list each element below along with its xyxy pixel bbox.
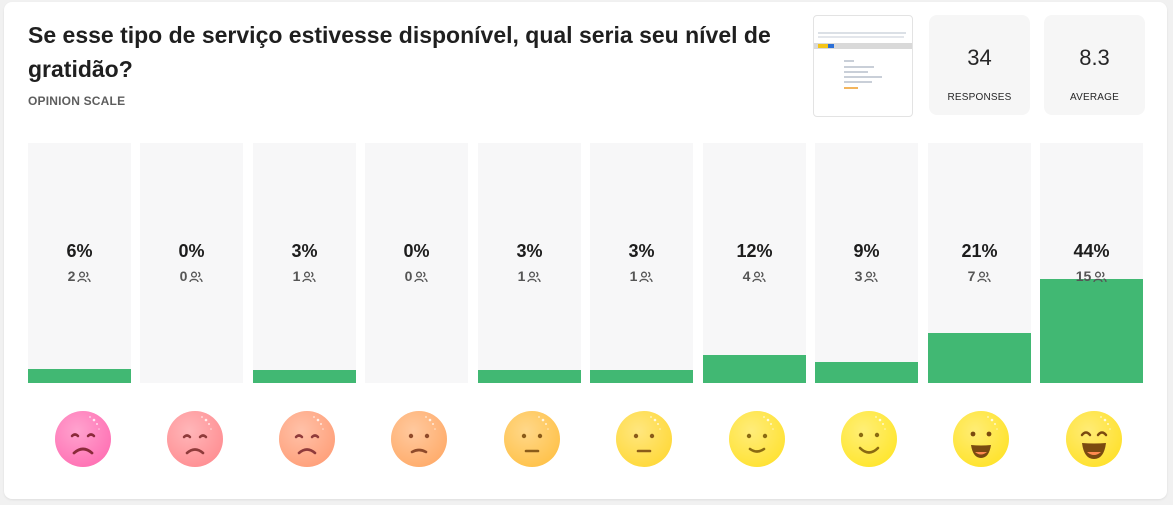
scale-count-value: 0 — [179, 268, 188, 284]
scale-bar-fill — [1040, 279, 1143, 383]
people-icon — [412, 268, 429, 284]
average-stat: 8.3 AVERAGE — [1044, 15, 1145, 115]
scale-option-9[interactable]: 21% 7 — [928, 143, 1031, 383]
people-icon — [189, 271, 204, 283]
sad-face-icon — [164, 408, 226, 470]
scale-count-value: 15 — [1075, 268, 1092, 284]
people-icon — [1093, 271, 1107, 283]
people-icon — [414, 271, 429, 283]
responses-stat: 34 RESPONSES — [929, 15, 1030, 115]
scale-bar-fill — [28, 369, 131, 383]
slight-smile-face-icon — [726, 408, 788, 470]
question-summary-card: Se esse tipo de serviço estivesse dispon… — [4, 2, 1167, 499]
scale-count-value: 7 — [967, 268, 976, 284]
scale-count-value: 2 — [67, 268, 76, 284]
scale-percent: 21% — [961, 241, 998, 261]
people-icon — [302, 271, 317, 283]
question-title: Se esse tipo de serviço estivesse dispon… — [28, 22, 771, 82]
scale-percent: 0% — [178, 241, 205, 261]
scale-option-7[interactable]: 12% 4 — [703, 143, 806, 383]
scale-count: 2 — [28, 268, 131, 284]
scale-percent: 3% — [628, 241, 655, 261]
scale-option-10[interactable]: 44% 15 — [1040, 143, 1143, 383]
happy-face-icon — [950, 408, 1012, 470]
scale-option-3[interactable]: 3% 1 — [253, 143, 356, 383]
scale-count: 4 — [703, 268, 806, 284]
people-icon — [864, 271, 879, 283]
scale-count: 3 — [815, 268, 918, 284]
people-icon — [525, 268, 542, 284]
very-sad-face-icon — [52, 408, 114, 470]
scale-percent: 9% — [853, 241, 880, 261]
scale-option-4[interactable]: 0% 0 — [365, 143, 468, 383]
sad-face-icon — [276, 408, 338, 470]
people-icon — [1091, 268, 1107, 284]
scale-bar-fill — [253, 370, 356, 383]
scale-count: 15 — [1040, 268, 1143, 284]
responses-count: 34 — [967, 45, 992, 70]
scale-option-1[interactable]: 6% 2 — [28, 143, 131, 383]
scale-percent: 3% — [291, 241, 318, 261]
scale-bar-fill — [703, 355, 806, 383]
people-icon — [637, 268, 654, 284]
scale-count-value: 3 — [854, 268, 863, 284]
scale-count: 1 — [478, 268, 581, 284]
scale-option-6[interactable]: 3% 1 — [590, 143, 693, 383]
responses-label: RESPONSES — [947, 92, 1012, 103]
scale-count-value: 1 — [517, 268, 526, 284]
people-icon — [639, 271, 654, 283]
scale-count-value: 1 — [292, 268, 301, 284]
scale-count-value: 1 — [629, 268, 638, 284]
very-happy-face-icon — [1063, 408, 1125, 470]
average-label: AVERAGE — [1069, 92, 1119, 103]
people-icon — [862, 268, 879, 284]
scale-bar-fill — [478, 370, 581, 383]
people-icon — [750, 268, 767, 284]
people-icon — [975, 268, 992, 284]
question-type-label: OPINION SCALE — [28, 94, 126, 108]
scale-option-2[interactable]: 0% 0 — [140, 143, 243, 383]
people-icon — [187, 268, 204, 284]
scale-count: 1 — [590, 268, 693, 284]
scale-count: 7 — [928, 268, 1031, 284]
average-value: 8.3 — [1079, 45, 1110, 70]
scale-count: 1 — [253, 268, 356, 284]
smile-face-icon — [838, 408, 900, 470]
scale-count-value: 0 — [404, 268, 413, 284]
scale-bar-fill — [590, 370, 693, 383]
thumbnail-logo-icon — [818, 44, 828, 48]
scale-percent: 12% — [736, 241, 773, 261]
scale-percent: 6% — [66, 241, 93, 261]
scale-percent: 3% — [516, 241, 543, 261]
scale-count-value: 4 — [742, 268, 751, 284]
people-icon — [527, 271, 542, 283]
scale-bar-fill — [928, 333, 1031, 383]
slightly-sad-face-icon — [388, 408, 450, 470]
scale-percent: 0% — [403, 241, 430, 261]
people-icon — [300, 268, 317, 284]
neutral-face-icon — [613, 408, 675, 470]
neutral-face-icon — [501, 408, 563, 470]
people-icon — [977, 271, 992, 283]
scale-option-5[interactable]: 3% 1 — [478, 143, 581, 383]
scale-percent: 44% — [1073, 241, 1110, 261]
scale-bar-fill — [815, 362, 918, 383]
people-icon — [77, 271, 92, 283]
people-icon — [75, 268, 92, 284]
scale-count: 0 — [140, 268, 243, 284]
question-preview-thumbnail[interactable] — [813, 15, 913, 117]
people-icon — [752, 271, 767, 283]
scale-count: 0 — [365, 268, 468, 284]
scale-option-8[interactable]: 9% 3 — [815, 143, 918, 383]
